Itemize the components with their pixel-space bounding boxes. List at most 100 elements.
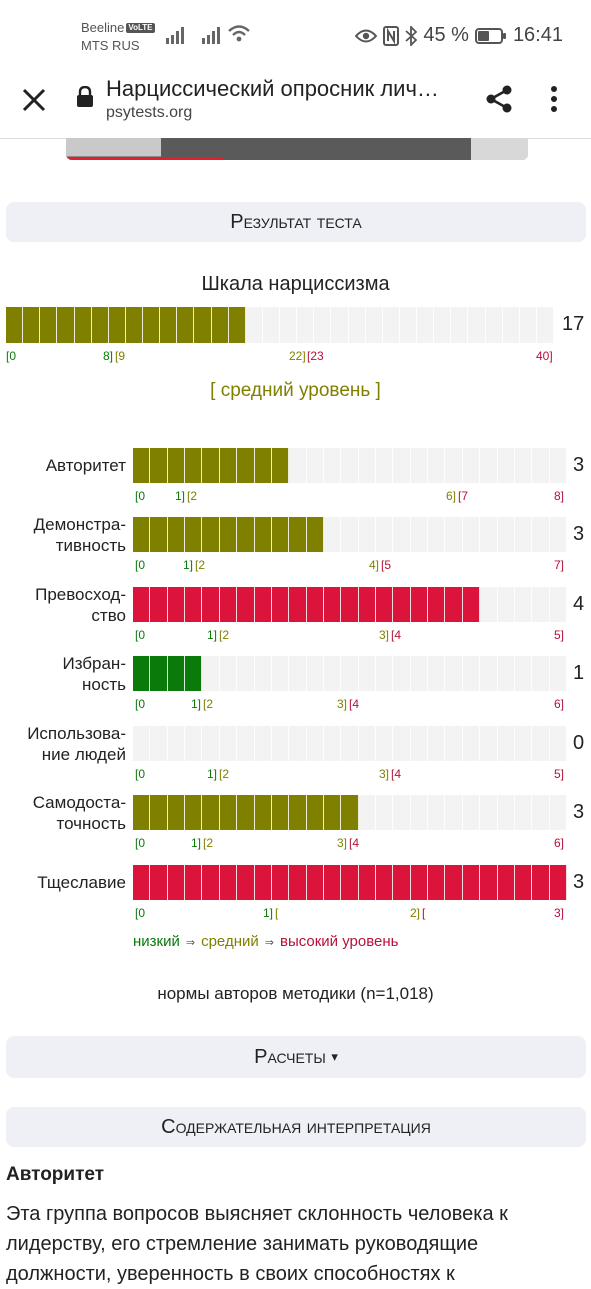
bar-segment-filled [254,448,272,483]
page-title[interactable]: Нарциссический опросник лич… [106,76,439,101]
result-header[interactable]: Результат теста [6,202,586,242]
bar-segment-empty [411,656,429,691]
bar-segment-filled [167,656,186,691]
scale-tick-label: [ [422,906,426,920]
main-scale-ticks: [0 8] [9 22] [23 40] [6,349,554,365]
bar-segment-filled [237,517,255,552]
share-icon[interactable] [484,84,514,114]
subscale-label: Превосход- ство [35,585,126,625]
bar-segment-empty [411,795,429,830]
bar-segment-empty [480,448,498,483]
signal-icon [202,27,220,44]
bar-segment-filled [202,448,220,483]
scale-tick-label: 1] [207,628,218,642]
bar-segment-empty [359,726,377,761]
bar-segment-empty [515,587,533,622]
bar-segment-filled [237,448,255,483]
carrier-1: Beeline [81,20,125,35]
calculations-header[interactable]: Расчеты ▾ [6,1036,586,1078]
scale-tick-label: [23 [307,349,324,363]
scale-tick-label: [0 [135,697,146,711]
bar-segment-empty [383,307,400,343]
bar-segment-empty [272,656,290,691]
bar-segment-empty [463,517,481,552]
bar-segment-filled [219,865,238,900]
close-icon[interactable] [20,86,48,114]
bar-segment-empty [515,517,533,552]
main-scale-bar [6,307,554,343]
bar-segment-filled [185,656,203,691]
bar-segment-empty [498,795,515,830]
legend-arrow: ⇒ [264,937,274,949]
bar-segment-filled [150,656,168,691]
bar-segment-empty [307,656,324,691]
bar-segment-empty [428,726,446,761]
bar-segment-filled [202,795,220,830]
interpretation-header[interactable]: Содержательная интерпретация [6,1107,586,1147]
bar-segment-empty [341,726,359,761]
scale-tick-label: 40] [536,349,553,363]
scale-tick-label: 4] [369,558,380,572]
chevron-down-icon: ▾ [331,1049,338,1064]
bar-segment-filled [393,865,411,900]
bar-segment-filled [167,448,186,483]
bar-segment-empty [498,517,515,552]
bar-segment-filled [254,865,272,900]
scale-tick-label: [ [275,906,279,920]
bar-segment-filled [323,865,342,900]
video-progress-bar[interactable] [66,157,223,160]
bar-segment-empty [532,448,550,483]
subscale-ticks: [0 1][2][3] [135,906,569,922]
bar-segment-filled [410,865,429,900]
scale-tick-label: [0 [135,558,146,572]
bar-segment-filled [480,865,498,900]
page-url[interactable]: psytests.org [106,104,193,121]
scale-tick-label: [0 [135,906,146,920]
bar-segment-filled [323,795,342,830]
bar-segment-empty [393,448,411,483]
scale-tick-label: [0 [135,628,146,642]
bar-segment-empty [307,726,324,761]
bar-segment-empty [255,726,272,761]
interpretation-title: Авторитет [6,1164,105,1185]
bar-segment-empty [550,726,567,761]
subscale-bar [133,656,567,691]
scale-tick-label: 1] [191,697,202,711]
bar-segment-empty [341,517,359,552]
bar-segment-filled [462,865,481,900]
scale-tick-label: 6] [446,489,457,503]
video-player[interactable] [66,138,528,160]
nfc-icon [383,25,400,46]
scale-tick-label: 7] [554,558,565,572]
bar-segment-filled [410,587,429,622]
subscale-bar [133,587,567,622]
bar-segment-empty [133,726,151,761]
bar-segment-filled [306,587,324,622]
bar-segment-filled [462,587,481,622]
bar-segment-filled [289,865,307,900]
subscale-label: Избран- ность [62,654,126,694]
bar-segment-filled [376,587,394,622]
bar-segment-filled [133,795,151,830]
bar-segment-filled [23,307,41,343]
clock: 16:41 [512,24,563,46]
bar-segment-empty [349,307,366,343]
bar-segment-filled [271,865,290,900]
scale-tick-label: 3] [379,767,390,781]
bar-segment-empty [515,448,533,483]
status-bar: Beeline VoLTE MTS RUS 45 % 16:41 [0,0,591,62]
bar-segment-empty [359,517,377,552]
bar-segment-empty [202,656,220,691]
bar-segment-empty [341,448,359,483]
bar-segment-empty [498,656,515,691]
bar-segment-filled [167,865,186,900]
bar-segment-empty [463,795,481,830]
bar-segment-filled [211,307,229,343]
wifi-icon [228,25,250,42]
scale-tick-label: 3] [337,697,348,711]
bar-segment-filled [514,865,533,900]
bar-segment-empty [359,656,377,691]
menu-icon[interactable] [550,84,558,114]
bar-segment-filled [219,587,238,622]
bar-segment-empty [515,726,533,761]
